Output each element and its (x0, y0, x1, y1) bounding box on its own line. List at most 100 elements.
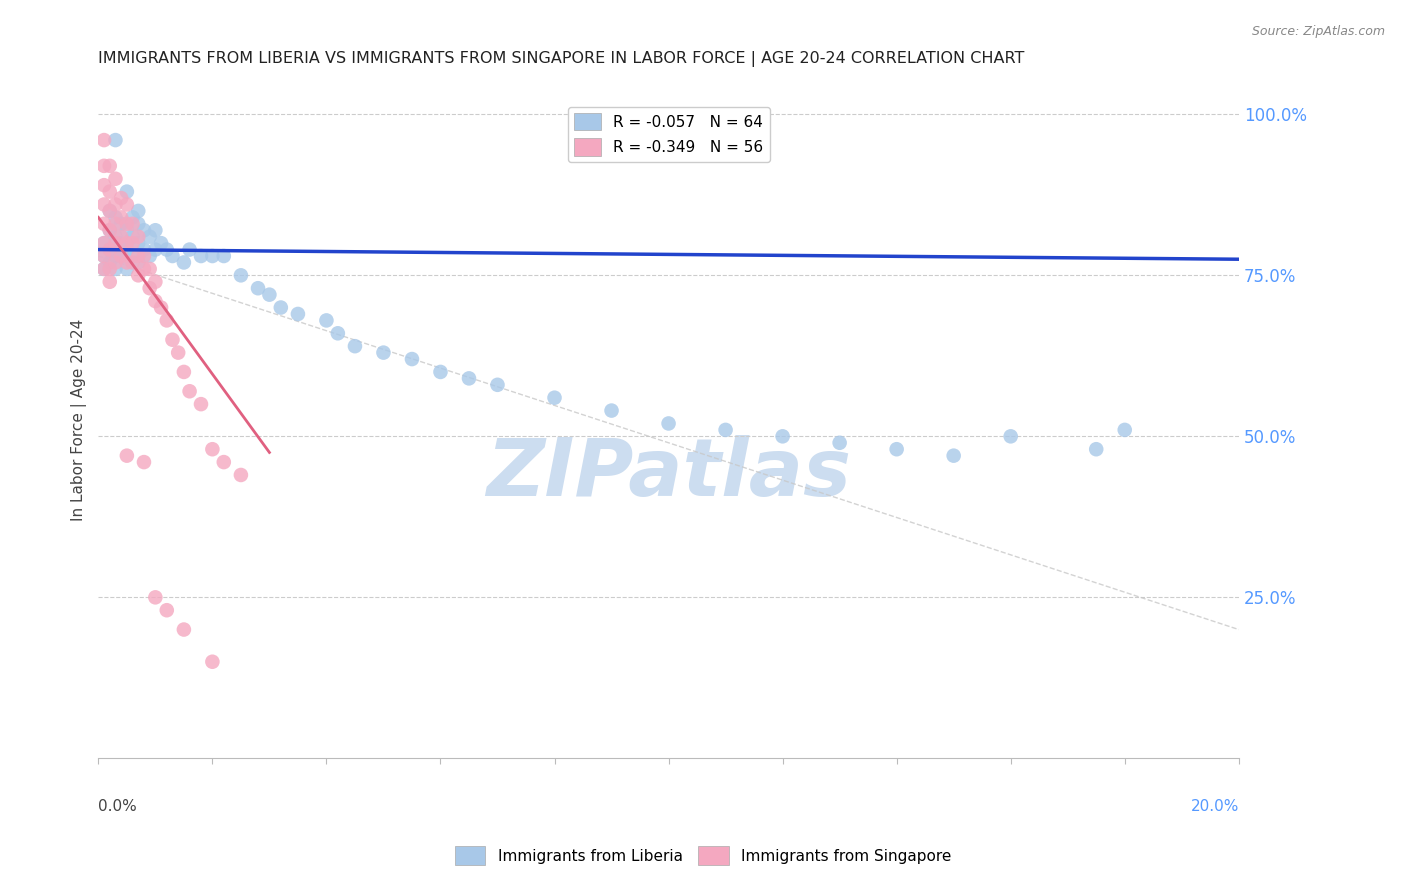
Point (93, 236, 115, 251)
Point (115, 217, 138, 231)
Point (110, 217, 132, 231)
Point (127, 229, 149, 244)
Point (259, 287, 281, 301)
Point (543, 391, 565, 405)
Point (287, 307, 309, 321)
Point (458, 371, 481, 385)
Point (150, 236, 173, 251)
Point (93, 249, 115, 263)
Point (162, 333, 184, 347)
Point (772, 429, 794, 443)
Point (98, 185, 121, 199)
Legend: Immigrants from Liberia, Immigrants from Singapore: Immigrants from Liberia, Immigrants from… (449, 840, 957, 871)
Point (98, 203, 121, 218)
Text: 0.0%: 0.0% (98, 799, 138, 814)
Point (93, 261, 115, 276)
Point (121, 236, 143, 251)
Point (201, 655, 224, 669)
Legend: R = -0.057   N = 64, R = -0.349   N = 56: R = -0.057 N = 64, R = -0.349 N = 56 (568, 107, 769, 161)
Point (138, 249, 160, 263)
Point (190, 249, 212, 263)
Point (270, 301, 292, 315)
Point (110, 236, 132, 251)
Point (110, 211, 132, 225)
Text: ZIPatlas: ZIPatlas (486, 435, 851, 513)
Point (110, 249, 132, 263)
Point (98, 159, 121, 173)
Point (229, 467, 252, 482)
Point (110, 249, 132, 263)
Point (429, 365, 451, 379)
Point (167, 345, 190, 359)
Point (343, 339, 366, 353)
Point (121, 229, 143, 244)
Point (1114, 423, 1136, 437)
Point (104, 236, 127, 251)
Point (93, 197, 115, 211)
Point (212, 249, 235, 263)
Point (104, 229, 127, 244)
Point (115, 261, 138, 276)
Point (104, 217, 127, 231)
Point (145, 294, 167, 309)
Point (145, 223, 167, 237)
Y-axis label: In Labor Force | Age 20-24: In Labor Force | Age 20-24 (72, 319, 87, 521)
Point (658, 417, 681, 431)
Point (104, 211, 127, 225)
Point (98, 223, 121, 237)
Point (98, 203, 121, 218)
Point (156, 243, 179, 257)
Point (145, 591, 167, 605)
Point (179, 384, 201, 399)
Point (373, 345, 395, 359)
Point (104, 133, 127, 147)
Point (201, 442, 224, 457)
Point (127, 203, 149, 218)
Point (98, 223, 121, 237)
Point (401, 352, 423, 367)
Point (132, 223, 155, 237)
Point (145, 243, 167, 257)
Point (828, 435, 851, 450)
Point (93, 159, 115, 173)
Point (150, 301, 173, 315)
Point (104, 255, 127, 269)
Text: Source: ZipAtlas.com: Source: ZipAtlas.com (1251, 25, 1385, 38)
Point (127, 249, 149, 263)
Point (115, 223, 138, 237)
Point (104, 249, 127, 263)
Point (93, 236, 115, 251)
Point (138, 229, 160, 244)
Point (229, 268, 252, 283)
Point (121, 249, 143, 263)
Point (121, 211, 143, 225)
Point (93, 261, 115, 276)
Point (886, 442, 908, 457)
Point (115, 243, 138, 257)
Point (98, 261, 121, 276)
Point (156, 603, 179, 617)
Point (98, 243, 121, 257)
Point (138, 281, 160, 295)
Point (173, 365, 195, 379)
Point (212, 455, 235, 469)
Point (942, 449, 965, 463)
Point (93, 178, 115, 193)
Point (115, 185, 138, 199)
Point (132, 243, 155, 257)
Point (1085, 442, 1108, 457)
Point (115, 449, 138, 463)
Text: 20.0%: 20.0% (1191, 799, 1239, 814)
Point (127, 217, 149, 231)
Point (127, 268, 149, 283)
Point (138, 261, 160, 276)
Point (121, 217, 143, 231)
Point (326, 326, 349, 341)
Point (127, 255, 149, 269)
Point (173, 623, 195, 637)
Point (98, 255, 121, 269)
Point (132, 249, 155, 263)
Point (115, 197, 138, 211)
Point (115, 236, 138, 251)
Point (104, 261, 127, 276)
